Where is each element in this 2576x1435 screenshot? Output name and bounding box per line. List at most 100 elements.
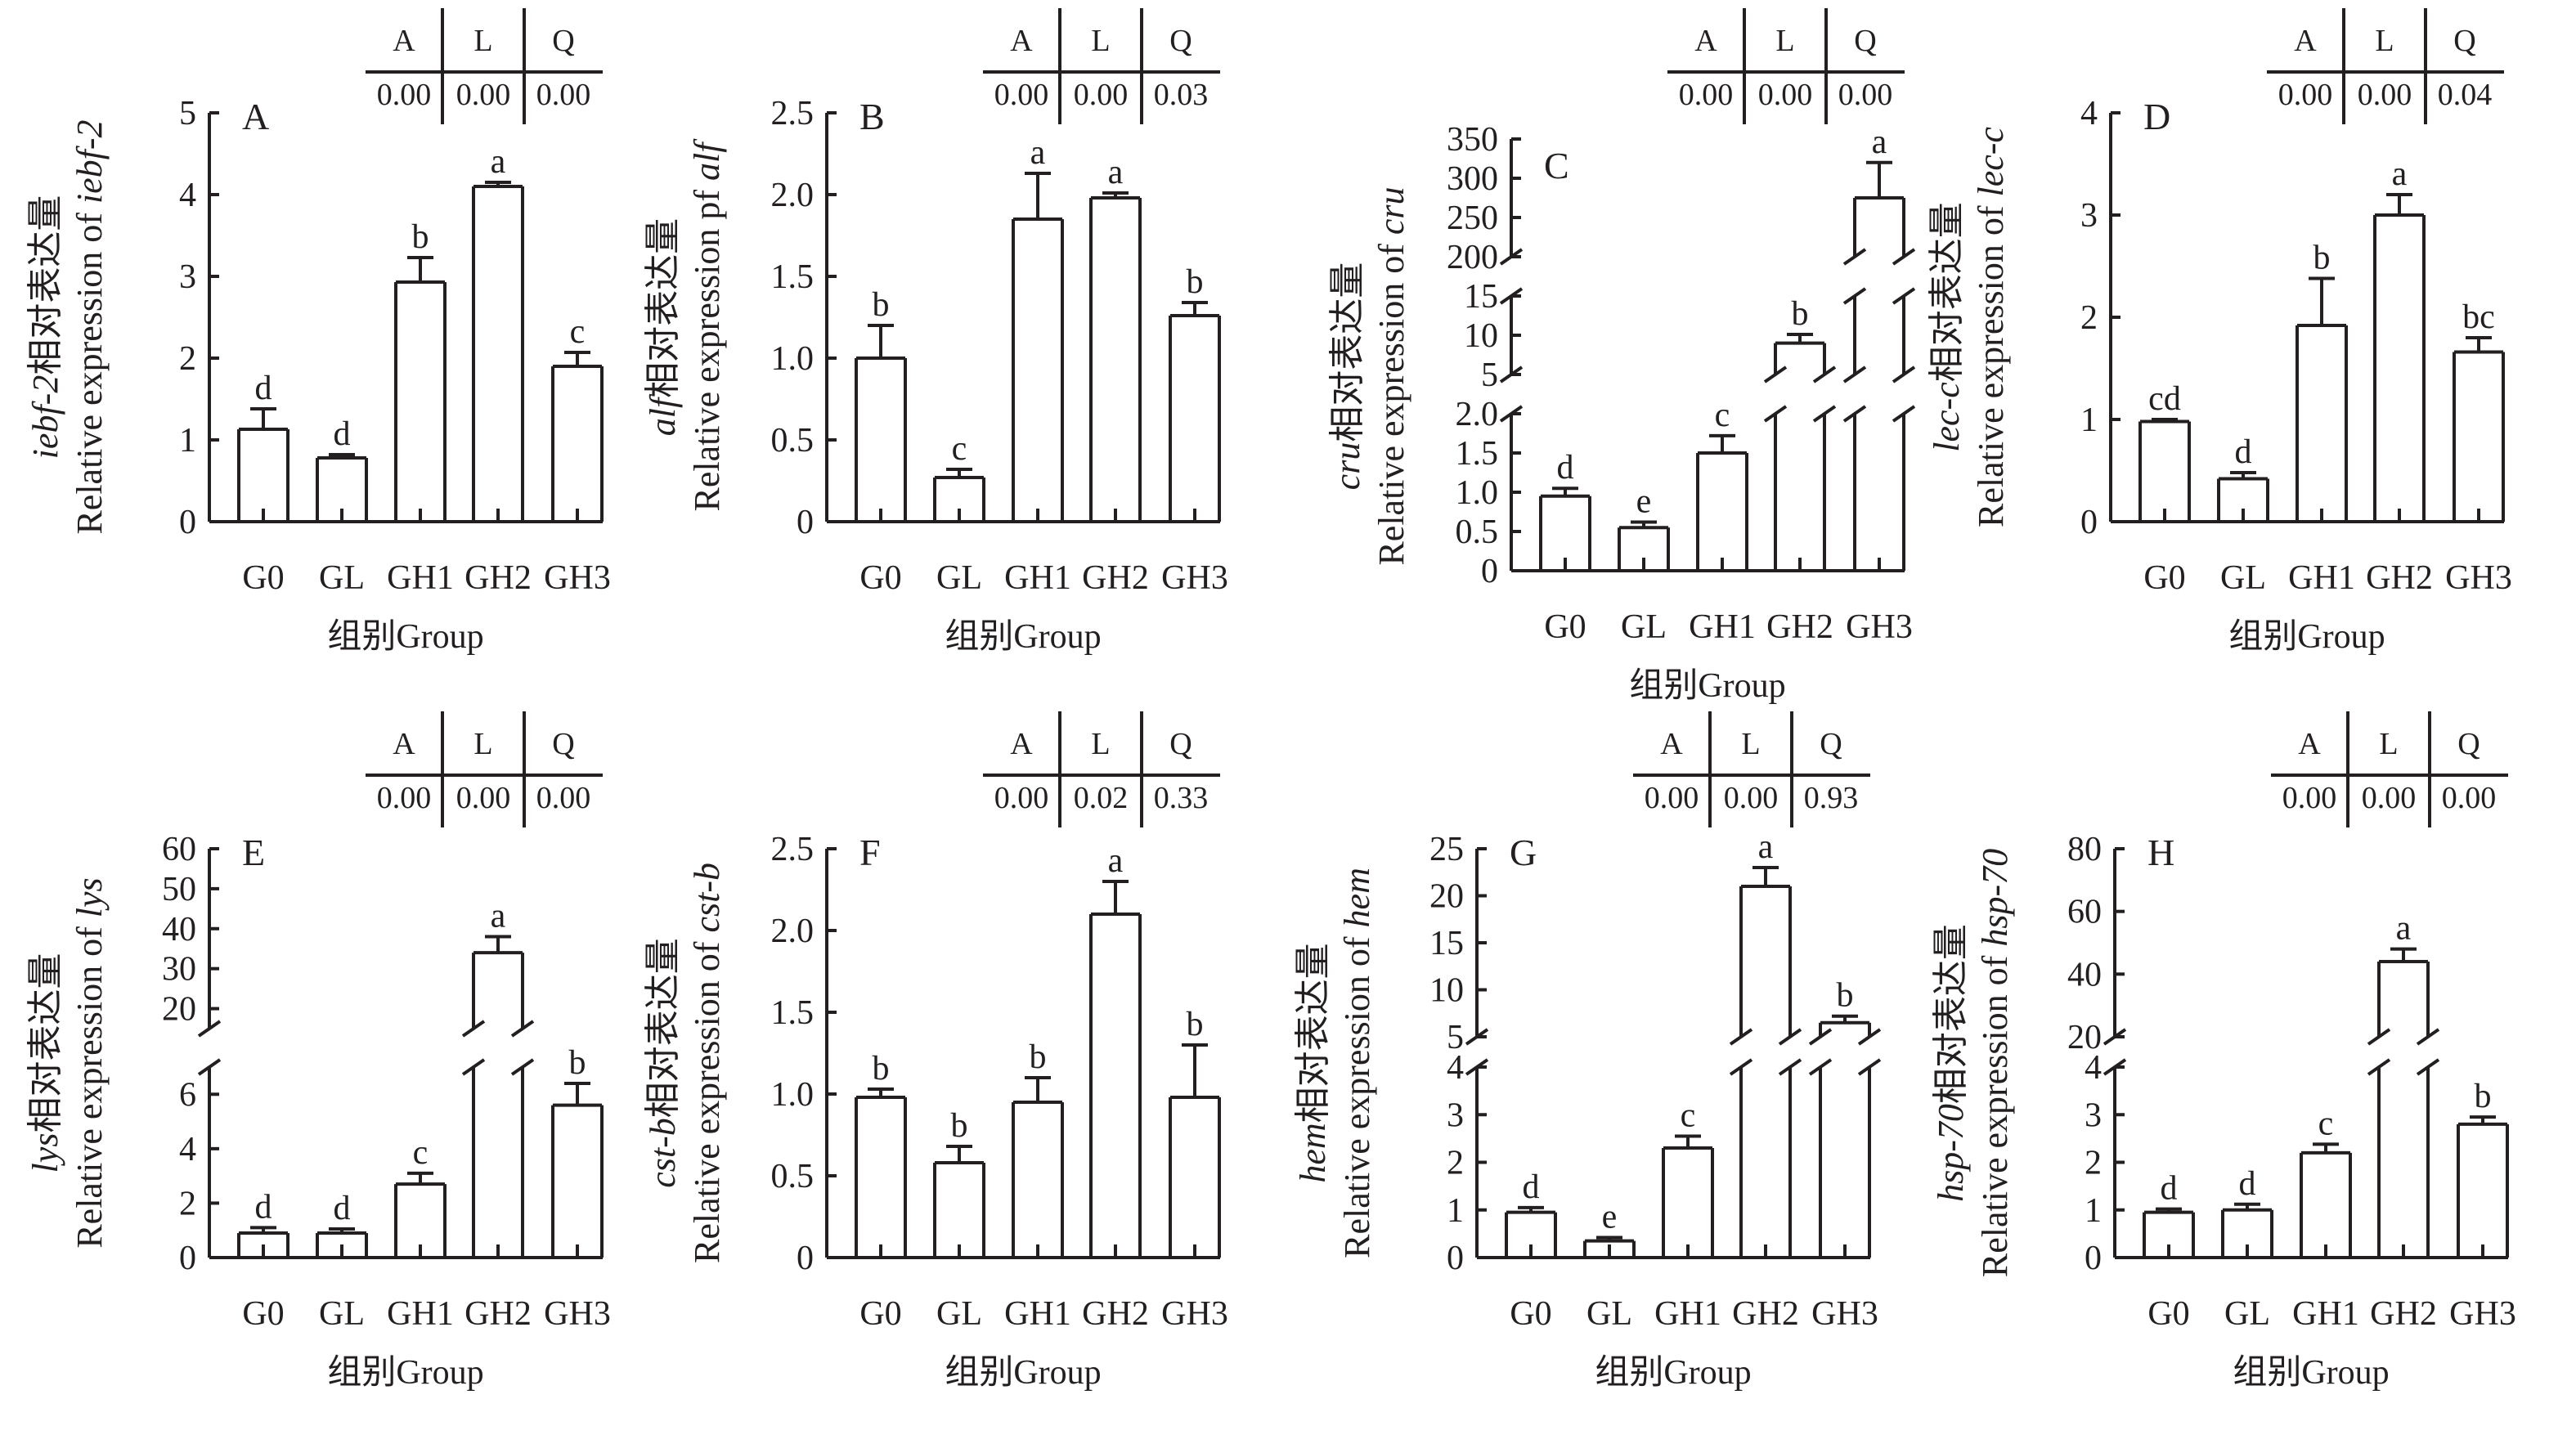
y-tick-label: 2.0 <box>1456 396 1499 433</box>
significance-letter: d <box>1557 449 1574 487</box>
y-axis-cn-suffix: 相对表达量 <box>25 195 65 375</box>
table-p-value: 0.00 <box>2442 781 2497 815</box>
y-tick-label: 1 <box>179 422 196 460</box>
y-axis-gene-name: hem <box>1293 1123 1333 1182</box>
y-axis-title-cn: lec-c相对表达量 <box>1927 202 1967 451</box>
bar-break-mark <box>461 1058 486 1076</box>
y-axis-title-cn: lys相对表达量 <box>25 953 65 1173</box>
y-tick-label: 20 <box>162 991 196 1029</box>
y-axis-cn-suffix: 相对表达量 <box>1927 202 1967 382</box>
bar-break-mark <box>510 1058 535 1076</box>
x-category-label: G0 <box>2147 1295 2189 1333</box>
significance-letter: b <box>951 1107 968 1145</box>
significance-letter: a <box>1108 842 1124 880</box>
significance-letter: bc <box>2462 298 2495 336</box>
bar-break-mark <box>2416 1058 2440 1076</box>
x-category-label: GH3 <box>544 559 611 597</box>
table-header: A <box>1010 727 1033 761</box>
y-axis-gene-name: cst-b <box>687 863 727 933</box>
y-tick-label: 15 <box>1429 925 1464 962</box>
table-header: L <box>1091 727 1110 761</box>
y-axis-title-cn: hem相对表达量 <box>1293 943 1333 1182</box>
table-p-value: 0.33 <box>1154 781 1209 815</box>
table-header: A <box>1694 24 1717 58</box>
panel-label: A <box>242 96 269 137</box>
y-axis-gene-name: hsp-70 <box>1975 849 2015 947</box>
y-tick-label: 0 <box>2080 504 2098 541</box>
y-axis-title-en: Relative expression of lec-c <box>1971 127 2011 527</box>
chart-d: 0 1 2 3 4 cd G0 d GL b GH1 a GH2 bc GH3 组别Group Dlec-c相对… <box>1927 8 2512 656</box>
y-tick-label: 1 <box>1447 1192 1464 1230</box>
panel-label: D <box>2143 96 2170 137</box>
table-header: Q <box>552 24 574 58</box>
y-axis-en-prefix: Relative expression of <box>1975 947 2015 1277</box>
y-tick-label: 10 <box>1429 972 1464 1010</box>
x-category-label: G0 <box>1544 608 1586 646</box>
bar-break-mark <box>1842 405 1867 423</box>
chart-a: 0 1 2 3 4 5 d G0 d GL b GH1 a GH2 c GH3 组别Group Aiebf-2相对… <box>25 8 611 656</box>
y-axis-title-en: Relative expression of lys <box>70 877 110 1248</box>
y-tick-label: 1.0 <box>771 340 815 378</box>
significance-letter: c <box>1681 1096 1696 1134</box>
y-tick-label: 1.0 <box>1456 474 1499 512</box>
y-axis-cn-suffix: 相对表达量 <box>643 938 683 1118</box>
y-tick-label: 80 <box>2067 831 2102 868</box>
table-p-value: 0.02 <box>1074 781 1129 815</box>
y-tick-label: 250 <box>1447 200 1498 237</box>
significance-letter: a <box>1872 123 1887 161</box>
y-axis-gene-name: hem <box>1337 868 1377 927</box>
x-category-label: GH3 <box>544 1295 611 1333</box>
table-header: Q <box>2453 24 2475 58</box>
significance-letter: a <box>1030 134 1046 172</box>
table-header: L <box>473 24 492 58</box>
y-tick-label: 1.0 <box>771 1076 815 1114</box>
chart-f: 0 0.5 1.0 1.5 2.0 2.5 b G0 b GL b GH1 a GH2 b GH3 组别Grou… <box>643 711 1228 1392</box>
y-axis-gene-name: lys <box>25 1133 65 1173</box>
significance-letter: a <box>2396 910 2412 948</box>
y-axis-en-prefix: Relative expression pf <box>687 181 727 511</box>
x-axis-title: 组别Group <box>327 1354 483 1392</box>
y-axis-gene-name: alf <box>687 138 727 181</box>
x-category-label: G0 <box>2143 559 2185 597</box>
significance-letter: b <box>1030 1038 1047 1076</box>
significance-letter: e <box>1636 482 1652 520</box>
significance-letter: b <box>1837 977 1854 1015</box>
table-p-value: 0.00 <box>2358 78 2412 112</box>
significance-letter: b <box>2475 1078 2492 1115</box>
table-p-value: 0.00 <box>1758 78 1813 112</box>
significance-letter: e <box>1602 1199 1618 1236</box>
x-category-label: GL <box>936 1295 982 1333</box>
x-category-label: G0 <box>859 559 901 597</box>
significance-letter: c <box>952 430 967 468</box>
x-category-label: GH3 <box>1811 1295 1878 1333</box>
table-p-value: 0.00 <box>456 781 511 815</box>
x-category-label: GH2 <box>1082 559 1149 597</box>
significance-letter: c <box>413 1134 429 1172</box>
x-category-label: GH2 <box>1766 608 1833 646</box>
chart-panel-b: 0 0.5 1.0 1.5 2.0 2.5 b G0 c GL a GH1 a GH2 b GH3 组别Grou… <box>617 0 1263 695</box>
chart-panel-g: 0 1 2 3 4 5 10 15 20 25 d G0 e GL c GH1 a GH2 b GH3 组别Group G… <box>1268 711 1914 1431</box>
x-axis-title: 组别Group <box>327 618 483 656</box>
table-p-value: 0.00 <box>1679 78 1734 112</box>
x-axis-title: 组别Group <box>1629 667 1785 705</box>
x-category-label: GH2 <box>2366 559 2433 597</box>
y-axis-en-prefix: Relative expression of <box>687 933 727 1263</box>
table-header: L <box>1741 727 1760 761</box>
table-p-value: 0.00 <box>994 781 1049 815</box>
bar-break-mark <box>1763 405 1788 423</box>
y-tick-label: 1.5 <box>1456 435 1499 473</box>
y-tick-label: 10 <box>1464 317 1498 355</box>
x-category-label: G0 <box>242 1295 284 1333</box>
y-tick-label: 2.5 <box>771 831 815 868</box>
y-tick-label: 1 <box>2080 401 2098 439</box>
table-header: L <box>1775 24 1794 58</box>
y-axis-gene-name: iebf-2 <box>70 119 110 204</box>
y-axis-title-en: Relative expression of hsp-70 <box>1975 849 2015 1277</box>
y-tick-label: 0 <box>797 504 814 541</box>
x-category-label: GH1 <box>1689 608 1756 646</box>
y-axis-gene-name: lec-c <box>1971 127 2011 197</box>
y-tick-label: 0 <box>179 1240 196 1277</box>
y-axis-break-mark <box>197 1058 222 1076</box>
table-header: L <box>473 727 492 761</box>
y-axis-gene-name: iebf-2 <box>25 375 65 460</box>
